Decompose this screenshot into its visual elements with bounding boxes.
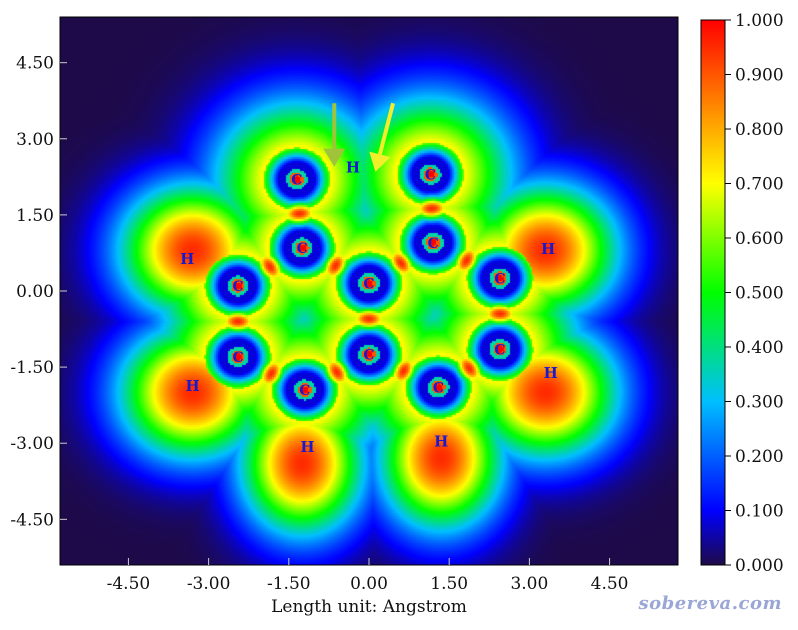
atom-label-hydrogen: H xyxy=(185,377,199,395)
colorbar-tick-label: 0.500 xyxy=(735,284,784,304)
atom-label-carbon: C xyxy=(299,383,310,399)
annotation-arrows xyxy=(323,102,395,172)
colorbar-tick-label: 0.900 xyxy=(735,66,784,86)
x-tick-label: 3.00 xyxy=(510,574,548,594)
colorbar-ticks: 1.000 0.900 0.800 0.700 0.600 0.500 0.400 0.300… xyxy=(725,11,784,576)
annotation-arrow-shaft xyxy=(377,102,395,155)
atom-label-carbon: C xyxy=(363,347,374,363)
atom-label-hydrogen: H xyxy=(300,438,314,456)
x-axis-label: Length unit: Angstrom xyxy=(271,597,467,617)
colorbar-tick-label: 0.800 xyxy=(735,120,784,140)
colorbar-tick-label: 0.400 xyxy=(735,338,784,358)
atom-label-carbon: C xyxy=(232,279,243,295)
colorbar-tick-label: 0.100 xyxy=(735,502,784,522)
atom-label-hydrogen: H xyxy=(180,250,194,268)
y-tick-label: 4.50 xyxy=(16,54,54,74)
x-tick-label: -4.50 xyxy=(107,574,151,594)
annotation-arrow-head xyxy=(323,148,346,167)
watermark: sobereva.com xyxy=(638,593,782,614)
atom-label-carbon: C xyxy=(428,236,439,252)
colorbar xyxy=(700,19,726,566)
x-tick-label: -1.50 xyxy=(267,574,311,594)
atom-label-carbon: C xyxy=(433,380,444,396)
y-tick-label: -3.00 xyxy=(10,434,54,454)
atom-label-carbon: C xyxy=(425,167,436,183)
x-tick-label: 0.00 xyxy=(350,574,388,594)
atom-label-carbon: C xyxy=(363,276,374,292)
y-tick-label: 1.50 xyxy=(16,206,54,226)
x-tick-label: 1.50 xyxy=(430,574,468,594)
atom-label-hydrogen: H xyxy=(346,159,360,177)
atom-label-hydrogen: H xyxy=(541,240,555,258)
y-tick-label: -4.50 xyxy=(10,510,54,530)
y-tick-label: 3.00 xyxy=(16,130,54,150)
atom-label-hydrogen: H xyxy=(544,364,558,382)
heatmap-canvas xyxy=(60,17,678,565)
y-tick-label: -1.50 xyxy=(10,358,54,378)
plot-canvas-holder xyxy=(60,17,678,565)
atom-label-carbon: C xyxy=(494,271,505,287)
x-tick-label: 4.50 xyxy=(591,574,629,594)
colorbar-tick-label: 0.000 xyxy=(735,556,784,576)
atom-label-carbon: C xyxy=(291,172,302,188)
colorbar-tick-label: 0.200 xyxy=(735,447,784,467)
atom-label-carbon: C xyxy=(232,350,243,366)
colorbar-tick-label: 1.000 xyxy=(735,11,784,31)
y-axis: 4.50 3.00 1.50 0.00 -1.50 -3.00 -4.50 xyxy=(10,54,67,530)
annotation-arrow-head xyxy=(369,151,391,172)
y-tick-label: 0.00 xyxy=(16,282,54,302)
x-axis: -4.50 -3.00 -1.50 0.00 1.50 3.00 4.50 xyxy=(107,558,629,594)
atom-label-carbon: C xyxy=(494,342,505,358)
colorbar-tick-label: 0.300 xyxy=(735,393,784,413)
colorbar-tick-label: 0.600 xyxy=(735,229,784,249)
atom-label-hydrogen: H xyxy=(434,433,448,451)
x-tick-label: -3.00 xyxy=(187,574,231,594)
colorbar-tick-label: 0.700 xyxy=(735,175,784,195)
atom-label-carbon: C xyxy=(297,241,308,257)
atom-labels: C C C C C C C C C C C C H H H H H H H xyxy=(180,159,558,456)
